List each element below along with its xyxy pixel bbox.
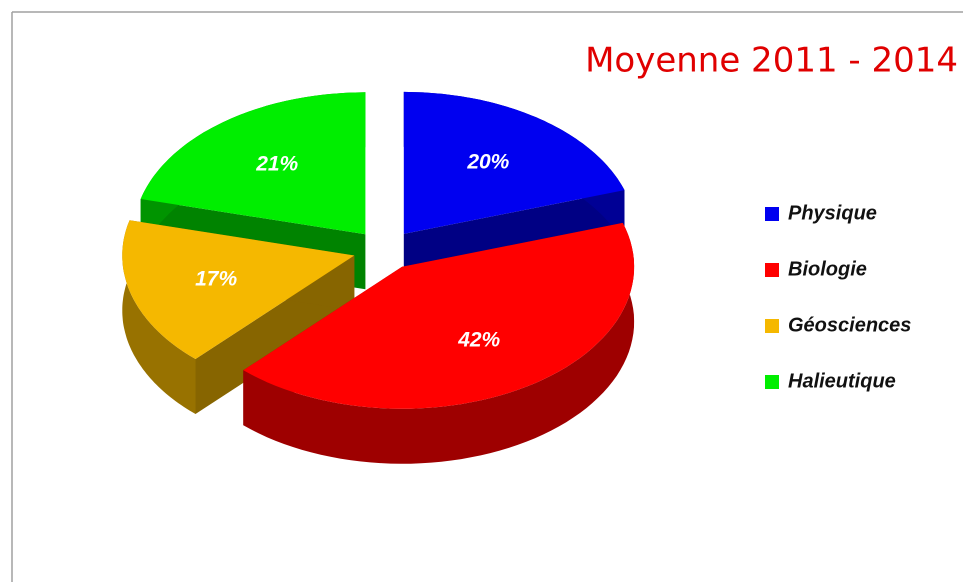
legend-swatch	[765, 375, 779, 389]
legend-label: Géosciences	[788, 314, 911, 336]
legend-swatch	[765, 263, 779, 277]
slice	[403, 91, 625, 234]
chart-title: Moyenne 2011 - 2014	[585, 41, 958, 81]
data-label: 17%	[195, 268, 237, 291]
slice-side	[122, 220, 196, 414]
slice: 42%	[243, 222, 635, 464]
slice	[140, 92, 366, 235]
slice: 17%	[122, 220, 355, 414]
legend-swatch	[765, 207, 779, 221]
data-label: 21%	[255, 152, 298, 175]
data-label: 20%	[466, 150, 509, 173]
legend-swatch	[765, 319, 779, 333]
legend-label: Halieutique	[788, 370, 896, 392]
legend-label: Biologie	[788, 258, 867, 280]
legend: Physique Biologie Géosciences Halieutique	[765, 202, 911, 392]
data-label: 42%	[457, 329, 500, 352]
slice-side	[243, 222, 635, 464]
pie: 20% 21% 17% 42%	[122, 91, 635, 464]
slice: 20%	[403, 91, 625, 289]
slice	[122, 220, 355, 359]
legend-label: Physique	[788, 202, 877, 224]
slice	[243, 222, 635, 409]
